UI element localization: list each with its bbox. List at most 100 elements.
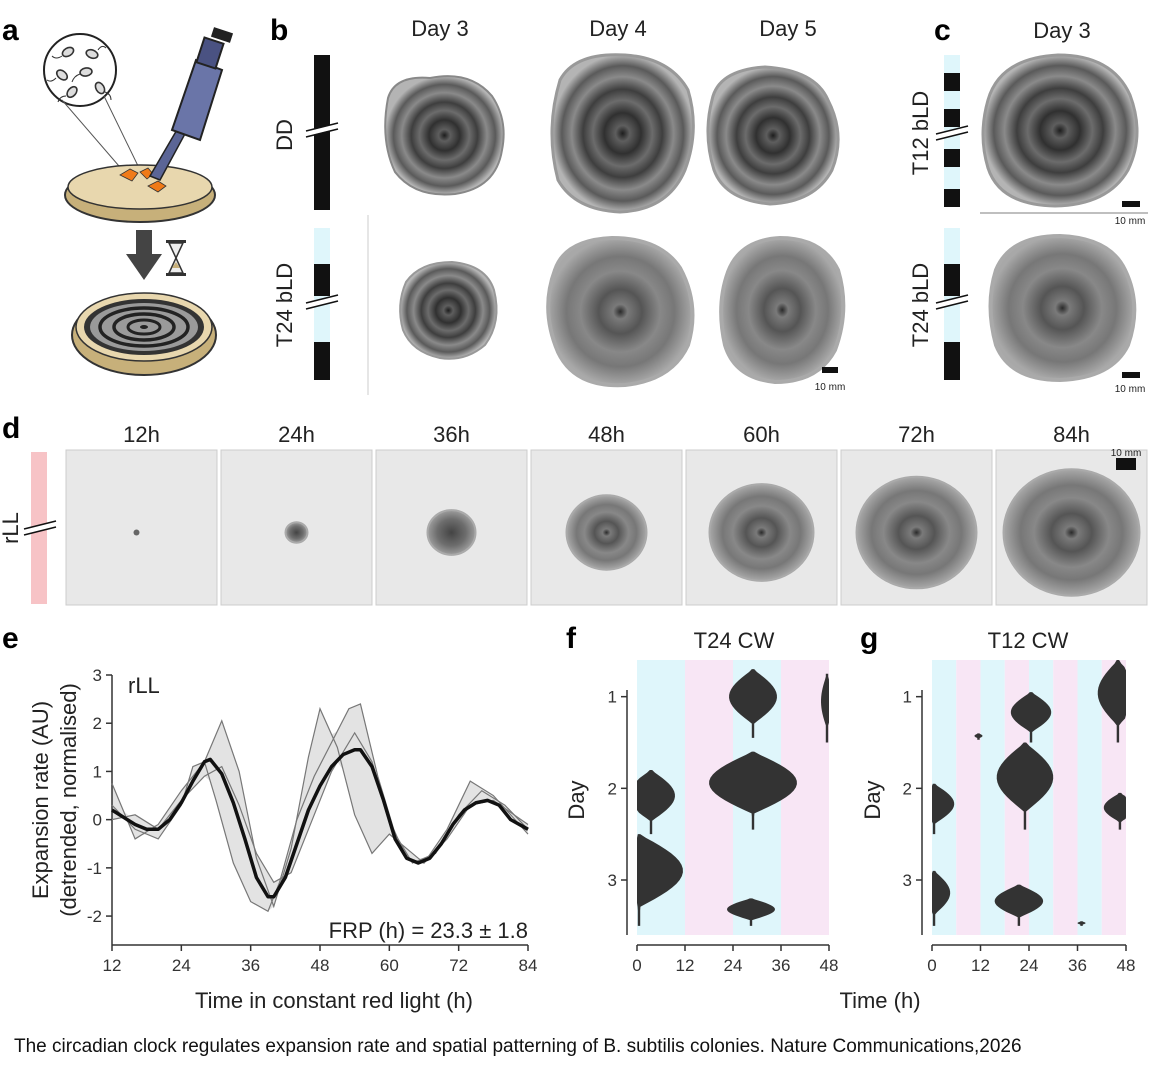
chart-x-tick-label: 36 xyxy=(241,956,260,975)
figure-caption: The circadian clock regulates expansion … xyxy=(14,1036,1022,1057)
actogram-activity-bout xyxy=(709,751,797,830)
panel-e: e Expansion rate (AU) (detrended, normal… xyxy=(2,622,537,1013)
colony-timelapse xyxy=(426,509,477,556)
actogram-band-light xyxy=(1077,660,1102,935)
panel-d-row-rll: rLL xyxy=(0,512,23,544)
panel-d-frames: 12h 24h 36h 48h 60h 72h 84h xyxy=(65,422,1148,606)
actogram-activity-bout xyxy=(729,669,777,738)
actogram-y-tick-label: 1 xyxy=(608,688,617,707)
panel-f-title: T24 CW xyxy=(694,628,775,653)
actogram-x-tick-label: 24 xyxy=(724,956,743,975)
timelapse-label-60h: 60h xyxy=(743,422,780,447)
chart-series-replicate xyxy=(111,706,529,909)
actogram-band-light xyxy=(980,660,1005,935)
down-arrow-icon xyxy=(126,230,162,280)
panel-e-ylabel2: (detrended, normalised) xyxy=(56,683,81,917)
actogram-x-tick-label: 48 xyxy=(820,956,839,975)
chart-y-tick-label: 3 xyxy=(93,666,102,685)
actogram-x-tick-label: 24 xyxy=(1020,956,1039,975)
panel-e-frp: FRP (h) = 23.3 ± 1.8 xyxy=(329,918,528,943)
panel-e-xlabel: Time in constant red light (h) xyxy=(195,988,473,1013)
colony-timelapse xyxy=(1002,468,1141,597)
chart-x-tick-label: 12 xyxy=(103,956,122,975)
panel-d: d rLL 12h 24h 36h 48h 60h 72h 84h 10 mm xyxy=(0,412,1148,606)
panel-c-row-t12bld: T12 bLD xyxy=(908,91,933,175)
actogram-x-tick-label: 12 xyxy=(676,956,695,975)
petri-dish-colony-icon xyxy=(71,292,217,376)
actogram-y-tick-label: 2 xyxy=(903,779,912,798)
panel-g-title: T12 CW xyxy=(988,628,1069,653)
pipette-icon xyxy=(148,27,234,181)
timelapse-label-36h: 36h xyxy=(433,422,470,447)
actogram-x-tick-label: 36 xyxy=(1068,956,1087,975)
panel-c-t24-bar xyxy=(935,228,969,380)
actogram-activity-bout xyxy=(1077,921,1086,926)
panel-c-col-day3: Day 3 xyxy=(1033,18,1090,43)
panel-b-row-t24bld: T24 bLD xyxy=(272,263,297,347)
panel-e-annotation-rll: rLL xyxy=(128,673,160,698)
panel-c-t12-bar xyxy=(935,55,969,207)
timelapse-label-72h: 72h xyxy=(898,422,935,447)
chart-series-mean xyxy=(111,747,529,899)
chart-y-tick-label: -1 xyxy=(87,859,102,878)
chart-x-tick-label: 24 xyxy=(172,956,191,975)
panel-e-ylabel: Expansion rate (AU) xyxy=(28,701,53,899)
panel-c-scale-bar-2 xyxy=(1122,372,1140,378)
panel-b: b Day 3 Day 4 Day 5 DD T24 bLD xyxy=(270,14,845,395)
actogram-activity-bout xyxy=(727,898,775,926)
panel-c-scale-bar-1 xyxy=(1122,201,1140,207)
colony-dd-day5 xyxy=(706,65,840,206)
actogram-x-tick-label: 0 xyxy=(632,956,641,975)
panel-letter-e: e xyxy=(2,622,19,655)
panel-letter-f: f xyxy=(566,622,577,655)
colony-timelapse xyxy=(133,529,140,536)
chart-x-tick-label: 48 xyxy=(311,956,330,975)
panel-b-dd-bar xyxy=(305,55,339,210)
chart-y-tick-label: -2 xyxy=(87,907,102,926)
actogram-activity-bout xyxy=(637,834,683,926)
colony-timelapse xyxy=(708,483,815,582)
actogram-activity-bout xyxy=(1010,692,1052,743)
colony-timelapse xyxy=(855,475,978,590)
actogram-activity-bout xyxy=(996,742,1054,830)
actogram-y-tick-label: 3 xyxy=(608,871,617,890)
panel-b-col-day5: Day 5 xyxy=(759,16,816,41)
panel-d-scale-label: 10 mm xyxy=(1111,448,1142,459)
actogram-activity-bout xyxy=(932,870,951,926)
chart-x-tick-label: 84 xyxy=(519,956,538,975)
panel-g-ylabel: Day xyxy=(860,780,885,819)
colony-timelapse xyxy=(284,521,309,544)
panel-d-scale-bar xyxy=(1116,458,1136,470)
panel-b-row-dd: DD xyxy=(272,119,297,151)
actogram-activity-bout xyxy=(1097,660,1126,743)
colony-t24-day4 xyxy=(546,235,695,388)
panel-letter-g: g xyxy=(860,622,878,655)
colony-t24-day3 xyxy=(399,260,498,360)
panel-b-col-day4: Day 4 xyxy=(589,16,646,41)
panel-letter-a: a xyxy=(2,14,19,47)
colony-timelapse xyxy=(565,494,648,571)
colony-t24-day5 xyxy=(719,235,846,385)
panel-b-scale-label: 10 mm xyxy=(815,382,846,393)
actogram-activity-bout xyxy=(974,733,983,740)
actogram-y-tick-label: 1 xyxy=(903,688,912,707)
actogram-x-tick-label: 36 xyxy=(772,956,791,975)
timelapse-label-24h: 24h xyxy=(278,422,315,447)
chart-x-tick-label: 72 xyxy=(449,956,468,975)
timelapse-label-84h: 84h xyxy=(1053,422,1090,447)
colony-dd-day3 xyxy=(384,75,505,196)
hourglass-icon xyxy=(166,240,186,276)
panel-letter-c: c xyxy=(934,14,951,47)
timelapse-label-48h: 48h xyxy=(588,422,625,447)
panel-b-scale-bar xyxy=(822,367,838,373)
actogram-shared-xlabel: Time (h) xyxy=(839,988,920,1013)
chart-x-tick-label: 60 xyxy=(380,956,399,975)
panel-letter-b: b xyxy=(270,14,288,47)
chart-y-tick-label: 0 xyxy=(93,811,102,830)
actogram-band-dark xyxy=(781,660,829,935)
